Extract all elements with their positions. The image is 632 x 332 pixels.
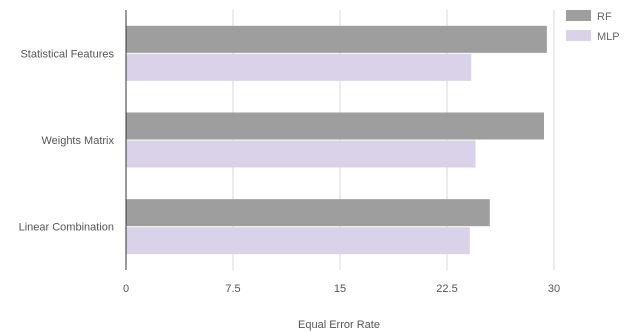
- bar-mlp-1: [126, 140, 476, 168]
- legend: RF MLP: [566, 10, 620, 43]
- legend-label-rf: RF: [597, 11, 612, 23]
- category-label: Weights Matrix: [41, 135, 114, 147]
- x-axis-title: Equal Error Rate: [298, 319, 380, 331]
- x-tick-label: 30: [548, 283, 560, 295]
- legend-swatch-rf: [566, 10, 591, 21]
- x-tick-label: 0: [123, 283, 129, 295]
- bar-mlp-2: [126, 227, 470, 255]
- category-labels: Statistical Features Weights Matrix Linear…: [19, 48, 115, 233]
- bar-rf-1: [126, 112, 545, 140]
- bars: [126, 25, 547, 255]
- bar-mlp-0: [126, 53, 472, 81]
- x-tick-label: 22.5: [436, 283, 457, 295]
- bar-rf-2: [126, 199, 490, 227]
- x-tick-label: 7.5: [225, 283, 240, 295]
- category-label: Linear Combination: [19, 222, 114, 234]
- bar-rf-0: [126, 25, 547, 53]
- x-tick-label: 15: [334, 283, 346, 295]
- legend-swatch-mlp: [566, 30, 591, 41]
- x-tick-labels: 0 7.5 15 22.5 30: [123, 283, 560, 295]
- legend-label-mlp: MLP: [597, 31, 620, 43]
- grid-lines: [232, 10, 555, 270]
- category-label: Statistical Features: [20, 48, 114, 60]
